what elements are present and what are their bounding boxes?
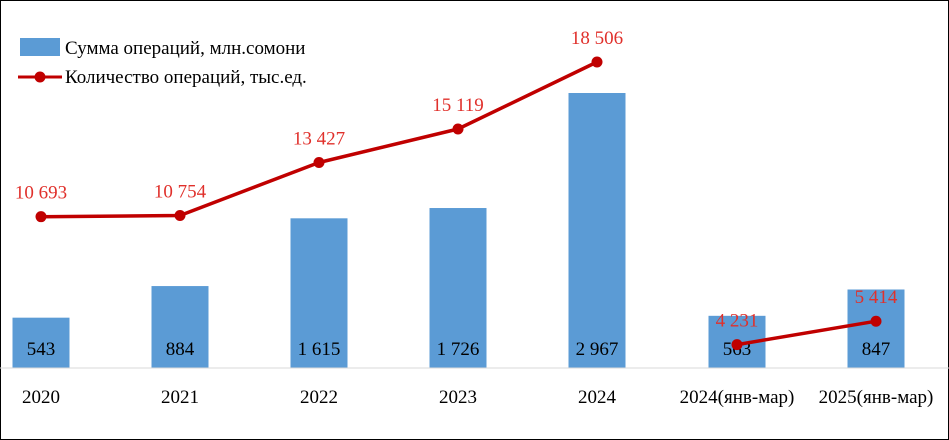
x-tick-label-3: 2023 — [439, 387, 477, 408]
legend-marker-line — [34, 71, 46, 83]
line-segment-1 — [736, 319, 877, 347]
line-point-0 — [35, 211, 47, 223]
bar-value-label-2: 1 615 — [298, 339, 341, 360]
line-point-2 — [313, 157, 325, 169]
bar-2 — [290, 218, 348, 368]
bar-1 — [151, 286, 209, 368]
line-point-4 — [591, 56, 603, 68]
bar-4 — [568, 93, 626, 368]
x-tick-label-6: 2025(янв-мар) — [819, 387, 934, 408]
line-value-label-2: 13 427 — [293, 129, 345, 150]
line-point-3 — [452, 123, 464, 135]
line-point-1 — [174, 209, 186, 221]
x-tick-label-4: 2024 — [578, 387, 617, 408]
bar-3 — [429, 208, 487, 368]
bar-value-label-0: 543 — [27, 339, 56, 360]
line-point-5 — [731, 339, 743, 351]
bar-value-label-6: 847 — [862, 339, 891, 360]
bar-0 — [12, 317, 70, 368]
x-tick-label-1: 2021 — [161, 387, 199, 408]
bar-value-label-4: 2 967 — [576, 339, 619, 360]
line-value-label-6: 5 414 — [855, 287, 898, 308]
x-tick-label-0: 2020 — [22, 387, 60, 408]
bar-value-label-3: 1 726 — [437, 339, 480, 360]
x-tick-label-2: 2022 — [300, 387, 338, 408]
line-value-label-1: 10 754 — [154, 181, 207, 202]
x-tick-label-5: 2024(янв-мар) — [680, 387, 795, 408]
line-value-label-3: 15 119 — [432, 95, 484, 116]
bar-value-label-1: 884 — [166, 339, 195, 360]
bar-6 — [847, 289, 905, 368]
legend-swatch-bars — [20, 38, 60, 56]
legend-label-line: Количество операций, тыс.ед. — [65, 67, 307, 88]
line-value-label-4: 18 506 — [571, 28, 623, 49]
legend-label-bars: Сумма операций, млн.сомони — [65, 38, 305, 59]
line-value-label-0: 10 693 — [15, 183, 67, 204]
line-value-label-5: 4 231 — [716, 311, 759, 332]
line-point-6 — [870, 315, 882, 327]
